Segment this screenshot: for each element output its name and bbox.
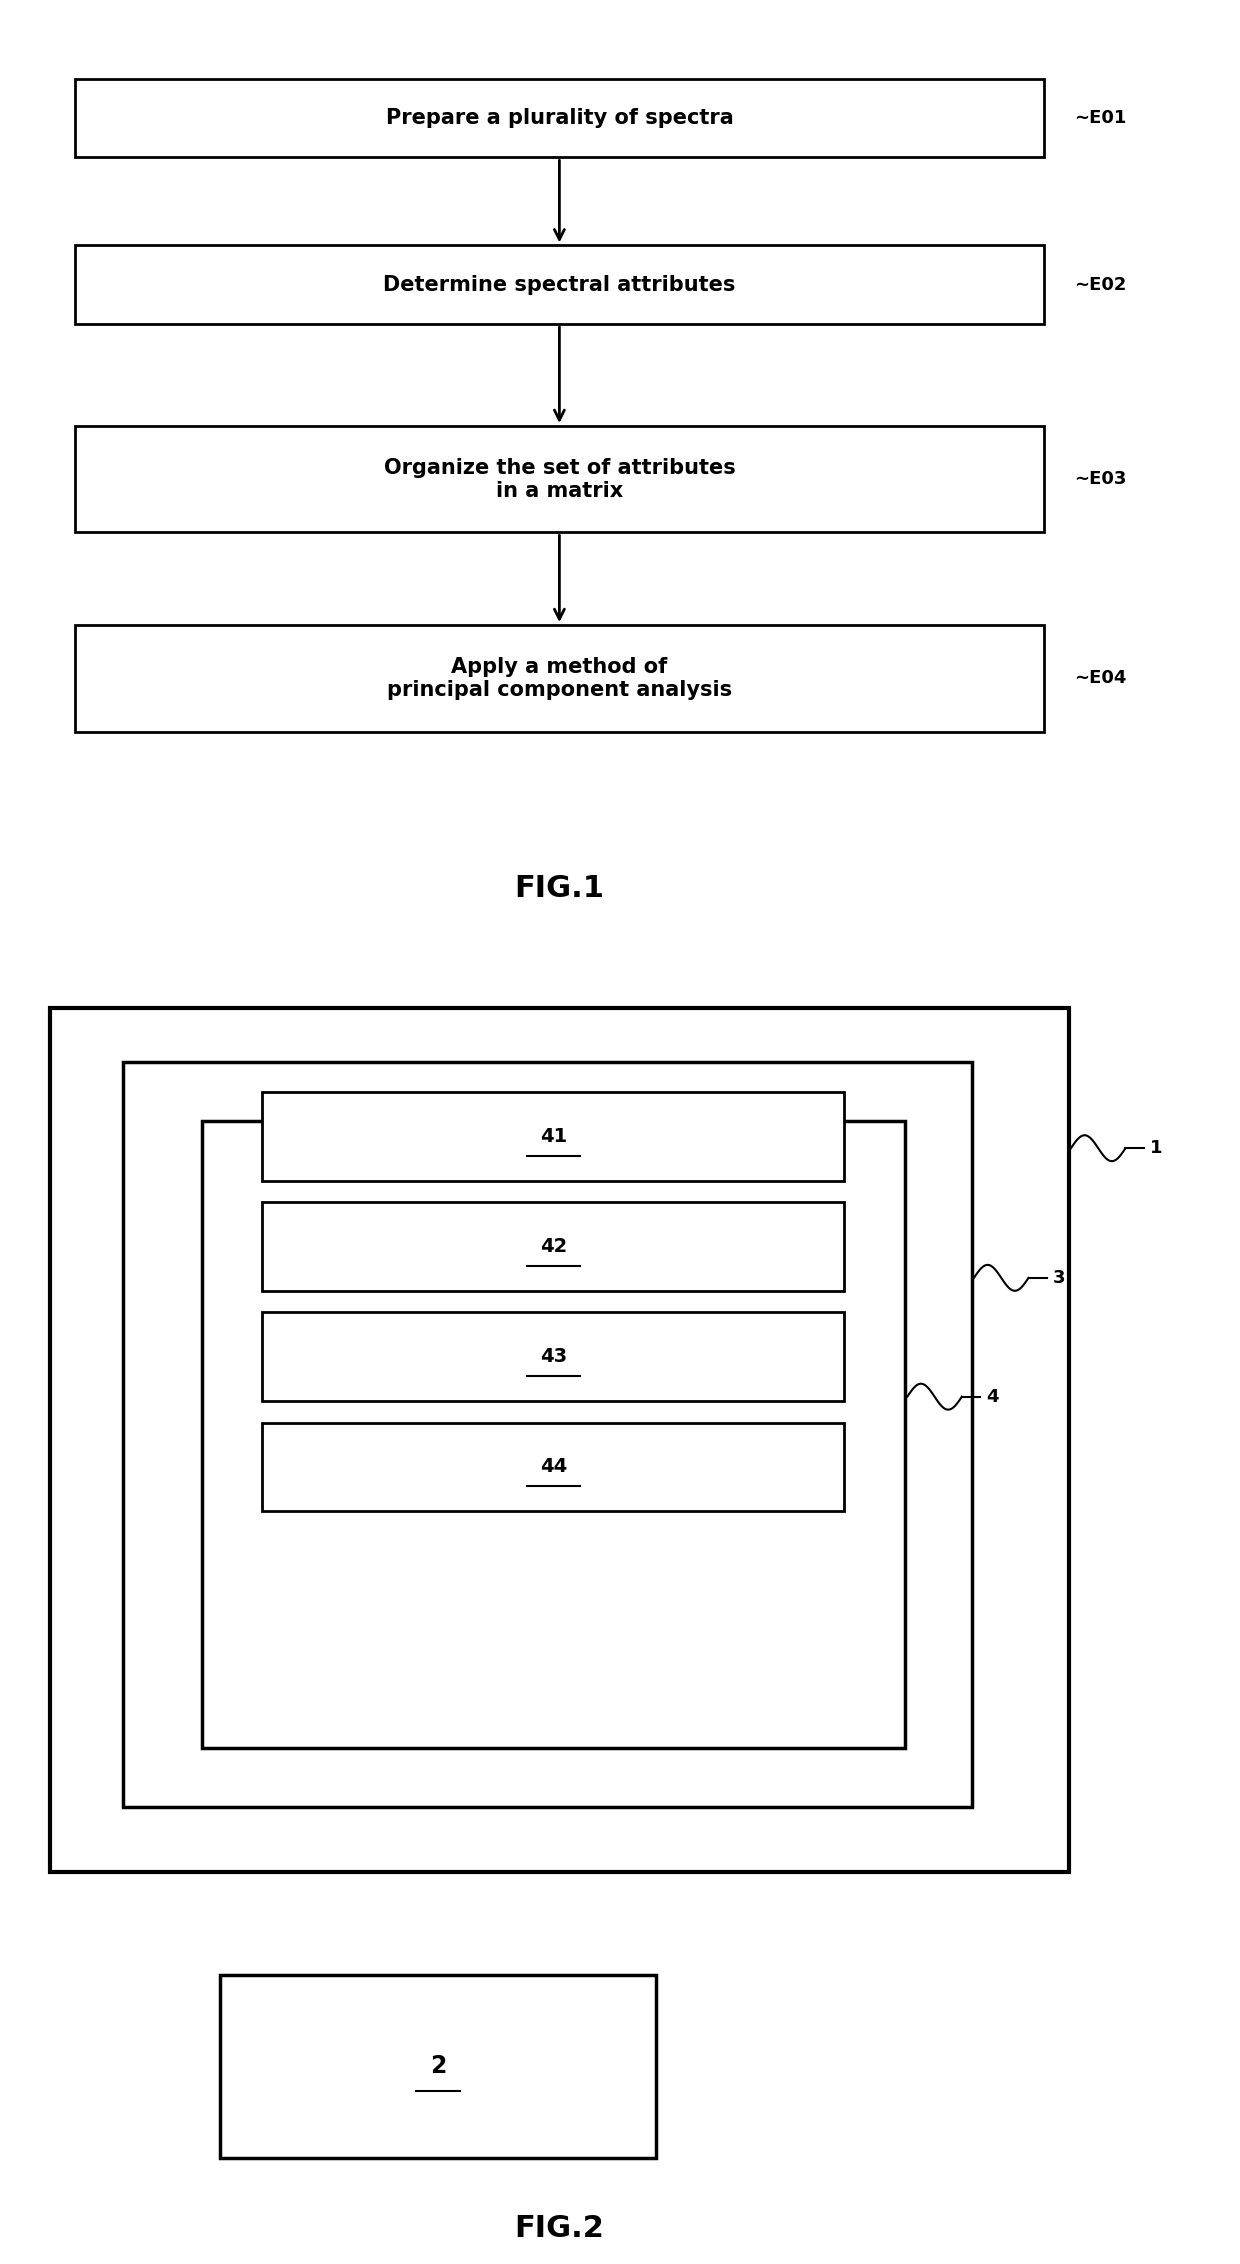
FancyBboxPatch shape [263,1422,844,1510]
FancyBboxPatch shape [74,625,1044,731]
Text: Apply a method of
principal component analysis: Apply a method of principal component an… [387,657,732,700]
Text: 3: 3 [1053,1268,1065,1286]
Text: 44: 44 [539,1458,567,1476]
Text: ∼E01: ∼E01 [1075,109,1127,127]
Text: 43: 43 [539,1347,567,1365]
Text: ∼E03: ∼E03 [1075,471,1127,489]
Text: Prepare a plurality of spectra: Prepare a plurality of spectra [386,109,733,129]
Text: ∼E04: ∼E04 [1075,670,1127,688]
Text: FIG.1: FIG.1 [515,874,604,903]
Text: 4: 4 [986,1388,998,1406]
FancyBboxPatch shape [74,245,1044,324]
FancyBboxPatch shape [123,1062,972,1807]
Text: 41: 41 [539,1127,567,1146]
FancyBboxPatch shape [51,1007,1069,1872]
FancyBboxPatch shape [74,79,1044,158]
Text: 42: 42 [539,1236,567,1257]
FancyBboxPatch shape [263,1091,844,1180]
Text: 1: 1 [1149,1139,1162,1157]
Text: Determine spectral attributes: Determine spectral attributes [383,274,735,294]
FancyBboxPatch shape [263,1202,844,1290]
FancyBboxPatch shape [263,1313,844,1401]
FancyBboxPatch shape [219,1974,656,2158]
Text: Organize the set of attributes
in a matrix: Organize the set of attributes in a matr… [383,457,735,500]
FancyBboxPatch shape [202,1121,905,1748]
FancyBboxPatch shape [74,426,1044,532]
Text: 2: 2 [430,2053,446,2078]
Text: ∼E02: ∼E02 [1075,276,1127,294]
Text: FIG.2: FIG.2 [515,2214,604,2244]
